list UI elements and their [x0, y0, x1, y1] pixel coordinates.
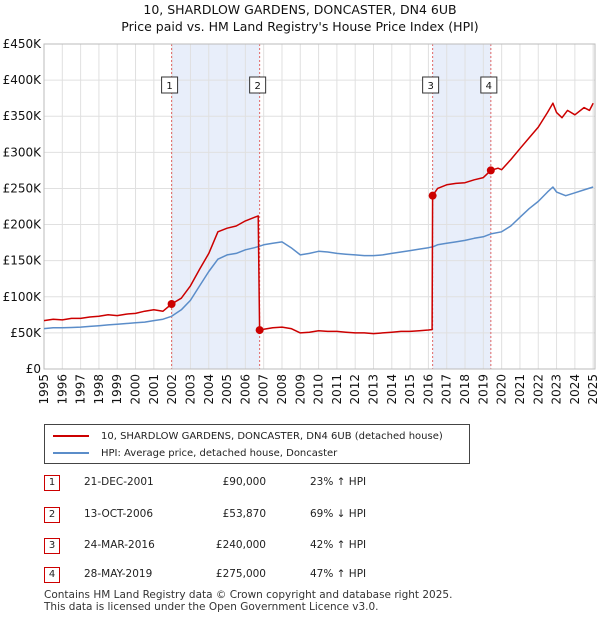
legend: 10, SHARDLOW GARDENS, DONCASTER, DN4 6UB… [44, 424, 470, 464]
x-tick-label: 2006 [238, 374, 252, 405]
x-tick-label: 2003 [183, 374, 197, 405]
x-tick-label: 2021 [513, 374, 527, 405]
y-tick-label: £50K [10, 326, 42, 340]
x-tick-label: 2007 [257, 374, 271, 405]
ownership-shade [432, 44, 491, 369]
sale-badge-label: 2 [254, 81, 260, 92]
sale-number-badge: 3 [44, 538, 60, 554]
x-tick-label: 2017 [440, 374, 454, 405]
chart-title: 10, SHARDLOW GARDENS, DONCASTER, DN4 6UB [143, 2, 456, 17]
x-tick-label: 1999 [110, 374, 124, 405]
x-tick-label: 2022 [531, 374, 545, 405]
sale-price: £90,000 [222, 476, 266, 488]
y-tick-label: £350K [3, 109, 43, 123]
legend-label-property: 10, SHARDLOW GARDENS, DONCASTER, DN4 6UB… [101, 430, 443, 442]
price-chart: 10, SHARDLOW GARDENS, DONCASTER, DN4 6UB… [3, 2, 600, 405]
x-tick-label: 2024 [568, 374, 582, 405]
legend-label-hpi: HPI: Average price, detached house, Donc… [101, 447, 338, 459]
sale-hpi-comparison: 42% ↑ HPI [310, 539, 367, 551]
x-tick-label: 2004 [202, 374, 216, 405]
sale-hpi-comparison: 69% ↓ HPI [310, 508, 367, 520]
x-tick-label: 1995 [37, 374, 51, 405]
legend-item-hpi: HPI: Average price, detached house, Donc… [53, 445, 337, 461]
x-tick-label: 1997 [74, 374, 88, 405]
sale-badge [249, 76, 267, 94]
legend-swatch-property [53, 435, 89, 437]
sale-date: 21-DEC-2001 [84, 476, 154, 488]
x-tick-label: 2013 [367, 374, 381, 405]
x-tick-label: 2002 [165, 374, 179, 405]
y-tick-label: £300K [3, 145, 43, 159]
sale-hpi-comparison: 23% ↑ HPI [310, 476, 367, 488]
sale-hpi-comparison: 47% ↑ HPI [310, 568, 367, 580]
footer-line-1: Contains HM Land Registry data © Crown c… [44, 589, 453, 601]
sale-point [486, 166, 495, 175]
sale-point [428, 191, 437, 200]
x-tick-label: 2011 [330, 374, 344, 405]
sale-price: £53,870 [222, 508, 266, 520]
series-line [43, 186, 594, 330]
sale-badge-label: 3 [427, 81, 433, 92]
sale-badge-label: 4 [486, 81, 492, 92]
sale-point [167, 300, 176, 308]
y-tick-label: £250K [3, 181, 43, 195]
sale-price: £275,000 [215, 568, 266, 580]
sale-date: 24-MAR-2016 [84, 539, 155, 551]
x-tick-label: 2012 [348, 374, 362, 405]
sale-badge [161, 76, 179, 94]
x-tick-label: 2019 [476, 374, 490, 405]
sale-badge [422, 76, 440, 94]
legend-swatch-hpi [53, 452, 89, 454]
x-tick-label: 2023 [550, 374, 564, 405]
sale-number-badge: 2 [44, 507, 60, 523]
sale-date: 13-OCT-2006 [84, 508, 153, 520]
chart-subtitle: Price paid vs. HM Land Registry's House … [121, 19, 478, 34]
sale-badge-label: 1 [166, 81, 172, 92]
y-tick-label: £400K [3, 73, 43, 87]
sale-price: £240,000 [215, 539, 266, 551]
y-tick-label: £150K [3, 254, 43, 268]
legend-item-property: 10, SHARDLOW GARDENS, DONCASTER, DN4 6UB… [53, 428, 443, 444]
y-tick-label: £200K [3, 218, 43, 232]
x-tick-label: 2018 [458, 374, 472, 405]
x-tick-label: 2008 [275, 374, 289, 405]
sale-badge [480, 76, 498, 94]
footer-line-2: This data is licensed under the Open Gov… [44, 601, 379, 613]
y-tick-label: £450K [3, 37, 43, 51]
ownership-shade [171, 44, 260, 369]
x-tick-label: 2000 [129, 374, 143, 405]
x-tick-label: 1998 [92, 374, 106, 405]
y-tick-label: £100K [3, 290, 43, 304]
y-tick-label: £0 [26, 362, 41, 376]
series-line [43, 102, 594, 335]
sale-number-badge: 1 [44, 475, 60, 491]
sale-point [255, 326, 264, 335]
x-tick-label: 2020 [495, 374, 509, 405]
x-tick-label: 1996 [55, 374, 69, 405]
x-tick-label: 2001 [147, 374, 161, 405]
x-tick-label: 2009 [293, 374, 307, 405]
x-tick-label: 2016 [421, 374, 435, 405]
x-tick-label: 2025 [586, 374, 600, 405]
sale-number-badge: 4 [44, 567, 60, 583]
x-tick-label: 2014 [385, 374, 399, 405]
footer-attribution: Contains HM Land Registry data © Crown c… [44, 589, 452, 613]
x-tick-label: 2015 [403, 374, 417, 405]
sale-date: 28-MAY-2019 [84, 568, 153, 580]
plot-frame [43, 43, 596, 370]
x-tick-label: 2010 [312, 374, 326, 405]
x-tick-label: 2005 [220, 374, 234, 405]
